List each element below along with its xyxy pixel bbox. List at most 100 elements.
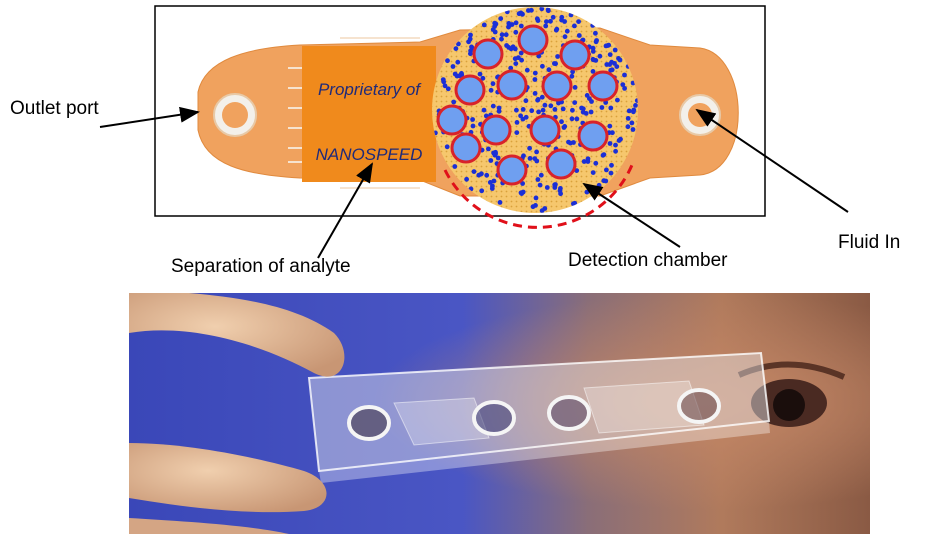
nanoparticle-dot xyxy=(534,16,540,22)
nanoparticle-dot xyxy=(572,100,578,105)
nanoparticle-dot xyxy=(499,32,505,38)
nanoparticle-dot xyxy=(518,23,524,29)
nanoparticle-dot xyxy=(543,23,549,29)
nanoparticle-dot xyxy=(518,113,523,119)
nanoparticle-dot xyxy=(518,190,524,196)
nanoparticle-dot xyxy=(548,103,554,109)
capture-bead xyxy=(577,120,609,152)
nanoparticle-dot xyxy=(518,10,524,16)
nanoparticle-dot xyxy=(480,75,486,81)
nanoparticle-dot xyxy=(493,151,498,157)
inlet-port-hole xyxy=(688,103,712,127)
nanoparticle-dot xyxy=(486,146,491,152)
thumb xyxy=(129,443,327,513)
nanoparticle-dot xyxy=(513,29,519,35)
nanoparticle-dot xyxy=(444,144,450,150)
nanoparticle-dot xyxy=(552,107,558,112)
nanoparticle-dot xyxy=(622,72,627,78)
nanoparticle-dot xyxy=(555,54,560,59)
nanoparticle-dot xyxy=(497,200,503,205)
nanoparticle-dot xyxy=(546,67,552,73)
nanoparticle-dot xyxy=(469,44,474,50)
nanoparticle-dot xyxy=(570,107,575,113)
nanoparticle-dot xyxy=(613,142,618,148)
fluid-in-arrow xyxy=(695,108,849,213)
nanoparticle-dot xyxy=(629,120,635,126)
chip-schematic: Proprietary of NANOSPEED xyxy=(99,5,849,259)
nanoparticle-dot xyxy=(445,86,451,92)
nanoparticle-dot xyxy=(527,145,532,151)
nanoparticle-dot xyxy=(613,148,618,154)
glass-slide xyxy=(307,351,771,473)
nanoparticle-dot xyxy=(445,58,450,64)
nanoparticle-dot xyxy=(581,159,587,164)
nanoparticle-dot xyxy=(617,57,623,63)
nanoparticle-dot xyxy=(506,21,512,26)
nanoparticle-dot xyxy=(550,14,556,20)
nanoparticle-dot xyxy=(607,141,613,146)
nanoparticle-dot xyxy=(607,62,612,67)
nanoparticle-dot xyxy=(495,155,501,161)
nanoparticle-dot xyxy=(540,63,545,69)
nanoparticle-dot xyxy=(524,67,530,73)
nanoparticle-dot xyxy=(580,109,586,115)
nanoparticle-dot xyxy=(450,64,456,69)
nanoparticle-dot xyxy=(508,65,514,71)
nanoparticle-dot xyxy=(453,46,459,51)
nanoparticle-dot xyxy=(471,169,477,175)
nanoparticle-dot xyxy=(569,116,575,122)
nanoparticle-dot xyxy=(487,180,493,185)
nanoparticle-dot xyxy=(590,56,596,62)
nanoparticle-dot xyxy=(585,156,591,162)
nanoparticle-dot xyxy=(470,123,476,129)
nanoparticle-dot xyxy=(584,189,590,195)
capture-bead xyxy=(496,154,528,186)
separation-arrow xyxy=(317,162,373,259)
capture-bead xyxy=(454,74,486,106)
nanoparticle-dot xyxy=(572,200,578,206)
nanoparticle-dot xyxy=(625,124,631,130)
nanoparticle-dot xyxy=(514,107,519,113)
nanoparticle-dot xyxy=(452,71,458,77)
nanoparticle-dot xyxy=(607,52,613,57)
nanoparticle-dot xyxy=(564,28,570,34)
nanoparticle-dot xyxy=(597,53,603,59)
nanoparticle-dot xyxy=(579,105,584,111)
nanoparticle-dot xyxy=(532,77,538,82)
nanoparticle-dot xyxy=(535,177,541,182)
nanoparticle-dot xyxy=(458,71,464,77)
capture-bead xyxy=(480,114,512,146)
nanoparticle-dot xyxy=(490,81,496,87)
nanoparticle-dot xyxy=(513,20,519,26)
nanoparticle-dot xyxy=(633,103,638,108)
nanoparticle-dot xyxy=(590,170,596,176)
nanoparticle-dot xyxy=(527,156,533,161)
nanoparticle-dot xyxy=(466,39,471,45)
nanoparticle-dot xyxy=(464,176,469,182)
nanoparticle-dot xyxy=(626,108,632,114)
nanoparticle-dot xyxy=(514,120,520,125)
nanoparticle-dot xyxy=(609,162,614,168)
nanoparticle-dot xyxy=(562,34,568,40)
nanoparticle-dot xyxy=(529,108,535,114)
nanoparticle-dot xyxy=(518,50,524,56)
nanoparticle-dot xyxy=(589,99,594,104)
nanoparticle-dot xyxy=(451,99,457,105)
nanoparticle-dot xyxy=(533,195,539,201)
nanoparticle-dot xyxy=(492,24,497,29)
nanoparticle-dot xyxy=(488,158,494,163)
nanoparticle-dot xyxy=(593,160,599,166)
nanoparticle-dot xyxy=(588,109,594,115)
nanoparticle-dot xyxy=(558,186,563,191)
outlet-port-hole xyxy=(222,102,248,128)
nanoparticle-dot xyxy=(534,158,540,164)
nanoparticle-dot xyxy=(539,94,545,100)
nanoparticle-dot xyxy=(523,114,529,120)
nanoparticle-dot xyxy=(481,22,487,28)
capture-bead xyxy=(529,114,561,146)
nanoparticle-dot xyxy=(612,47,618,53)
nanoparticle-dot xyxy=(532,91,538,96)
nanoparticle-dot xyxy=(513,61,519,66)
nanoparticle-dot xyxy=(455,59,461,65)
nanoparticle-dot xyxy=(503,32,509,38)
